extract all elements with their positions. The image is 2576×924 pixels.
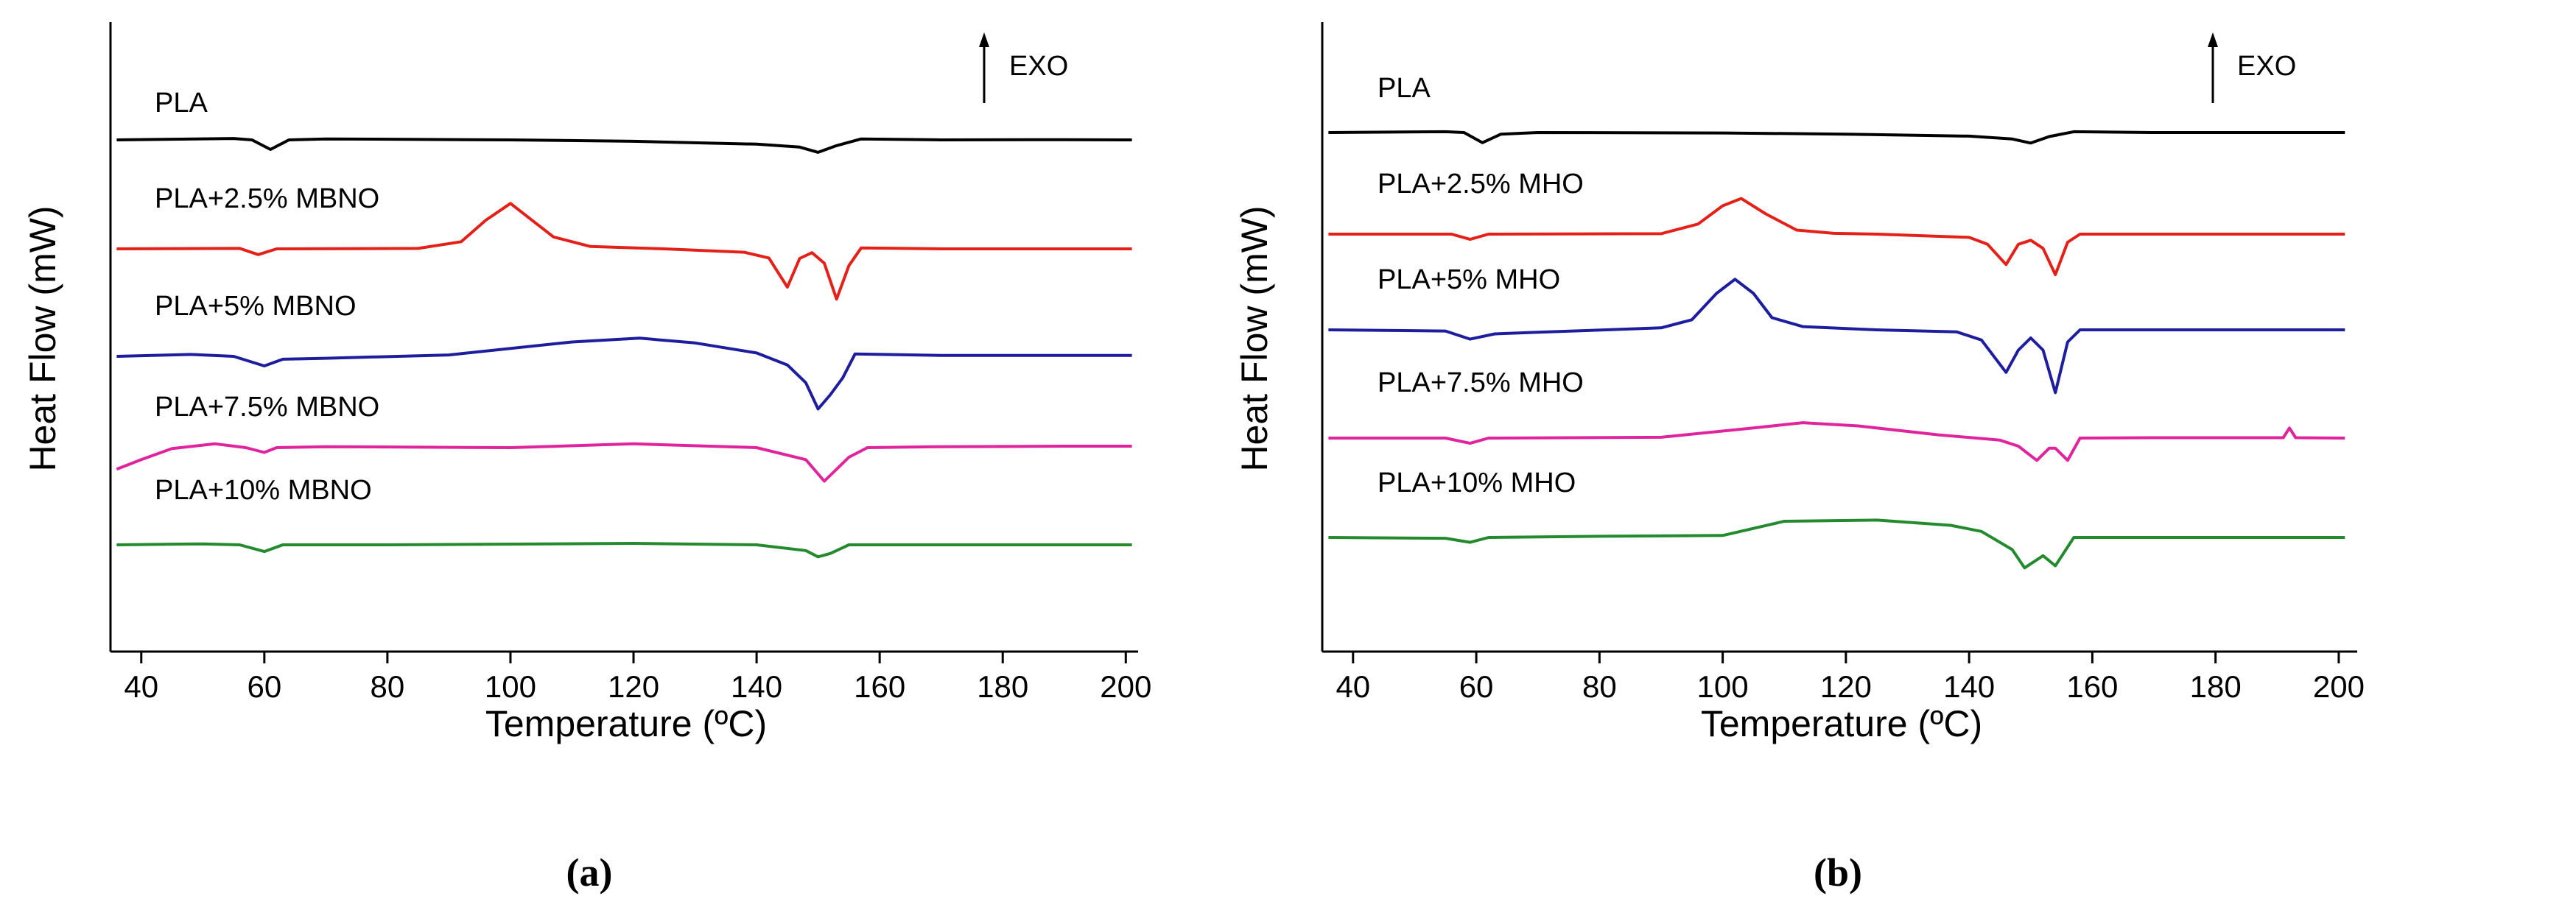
x-tick-label: 200 <box>1100 669 1151 704</box>
series-label: PLA+10% MBNO <box>155 475 372 506</box>
series-line <box>116 442 1132 483</box>
series-label: PLA <box>1378 73 1431 104</box>
x-tick-label: 60 <box>1459 669 1494 704</box>
x-tick-label: 120 <box>1820 669 1872 704</box>
series-labels: PLA PLA+2.5% MHO PLA+5% MHO PLA+7.5% MHO PLA… <box>1378 73 1584 498</box>
x-tick-label: 80 <box>1582 669 1617 704</box>
series-labels: PLA PLA+2.5% MBNO PLA+5% MBNO PLA+7.5% MBNO… <box>155 88 379 506</box>
series-line <box>116 336 1132 411</box>
y-axis-label: Heat Flow (mW) <box>1234 205 1275 471</box>
series-lines <box>1328 130 2345 570</box>
chart-panel-a: 40 60 80 100 120 140 160 180 200 PLA PLA+2.5% MBN… <box>22 22 1151 895</box>
x-tick-label: 200 <box>2313 669 2365 704</box>
exo-annotation: EXO <box>2237 51 2296 82</box>
series-label: PLA+2.5% MBNO <box>155 183 379 214</box>
panel-label-b: (b) <box>1814 850 1862 895</box>
chart-panel-b: 40 60 80 100 120 140 160 180 200 PLA PLA+2.5% MHO… <box>1234 22 2365 895</box>
series-label: PLA <box>155 88 208 119</box>
y-axis-label: Heat Flow (mW) <box>22 205 63 471</box>
series-line <box>1328 278 2345 395</box>
series-label: PLA+10% MHO <box>1378 468 1576 498</box>
x-axis-ticks <box>1352 652 2340 663</box>
series-line <box>1328 130 2345 145</box>
x-axis-ticks <box>140 652 1127 663</box>
exo-annotation: EXO <box>1009 51 1068 82</box>
series-label: PLA+2.5% MHO <box>1378 169 1584 200</box>
x-axis-label: Temperature (ºC) <box>485 703 767 744</box>
x-tick-labels: 40 60 80 100 120 140 160 180 200 <box>1336 669 2364 704</box>
series-line <box>116 542 1132 559</box>
series-label: PLA+5% MBNO <box>155 291 357 322</box>
x-tick-label: 60 <box>247 669 281 704</box>
series-line <box>116 202 1132 301</box>
x-tick-label: 160 <box>2066 669 2118 704</box>
x-tick-label: 100 <box>1697 669 1749 704</box>
series-label: PLA+7.5% MHO <box>1378 367 1584 398</box>
series-label: PLA+7.5% MBNO <box>155 392 379 423</box>
x-tick-label: 160 <box>854 669 905 704</box>
series-label: PLA+5% MHO <box>1378 264 1560 295</box>
x-tick-label: 180 <box>977 669 1028 704</box>
series-lines <box>116 137 1132 559</box>
x-tick-labels: 40 60 80 100 120 140 160 180 200 <box>124 669 1151 704</box>
x-tick-label: 40 <box>124 669 158 704</box>
x-tick-label: 120 <box>608 669 659 704</box>
exo-arrow-icon <box>2208 32 2218 103</box>
series-line <box>1328 197 2345 276</box>
series-line <box>1328 518 2345 570</box>
x-tick-label: 100 <box>485 669 536 704</box>
panel-label-a: (a) <box>566 850 613 895</box>
series-line <box>1328 421 2345 462</box>
x-tick-label: 40 <box>1336 669 1370 704</box>
x-tick-label: 180 <box>2190 669 2242 704</box>
x-axis-label: Temperature (ºC) <box>1701 703 1982 744</box>
x-tick-label: 140 <box>1943 669 1995 704</box>
x-tick-label: 140 <box>731 669 782 704</box>
exo-arrow-icon <box>979 32 989 103</box>
x-tick-label: 80 <box>371 669 405 704</box>
series-line <box>116 137 1132 154</box>
